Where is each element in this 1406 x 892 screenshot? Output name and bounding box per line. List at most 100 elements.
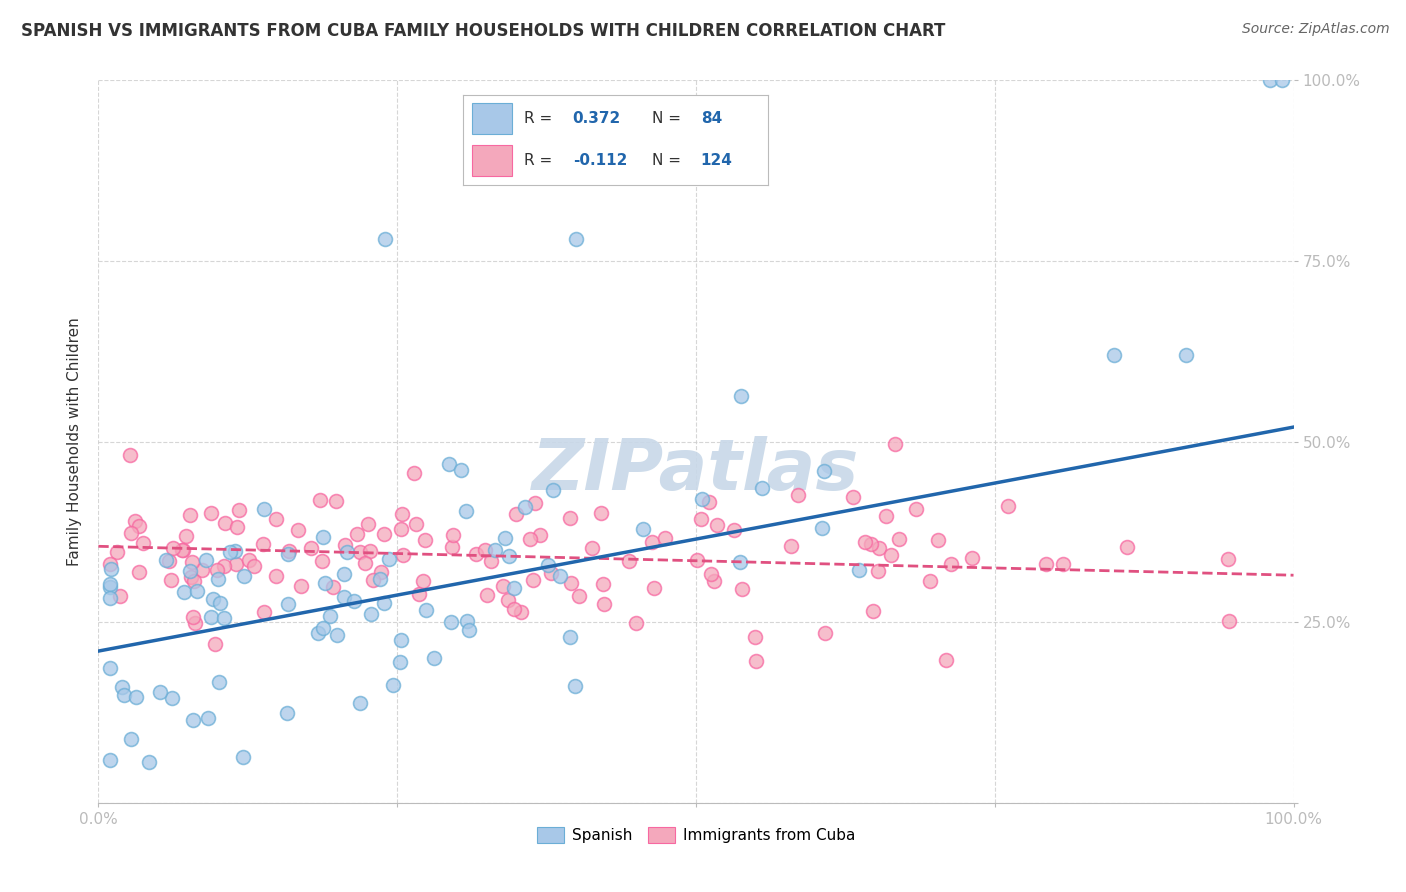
Point: [290, 579, 312, 593]
Point: [252, 501, 274, 516]
Point: [810, 521, 832, 535]
Point: [174, 529, 197, 543]
Point: [342, 593, 364, 607]
Point: [378, 551, 401, 566]
Point: [498, 549, 520, 564]
Point: [853, 535, 876, 549]
Point: [277, 543, 299, 558]
Point: [200, 506, 222, 520]
Point: [522, 573, 544, 587]
Point: [568, 589, 591, 603]
Point: [905, 502, 928, 516]
Point: [349, 545, 371, 559]
Point: [160, 573, 183, 587]
Point: [308, 493, 330, 508]
Point: [439, 458, 461, 472]
Point: [723, 523, 745, 537]
Point: [325, 494, 347, 508]
Point: [287, 524, 309, 538]
Point: [744, 631, 766, 645]
Point: [195, 553, 218, 567]
Point: [889, 533, 911, 547]
Point: [935, 653, 957, 667]
Point: [98, 580, 122, 594]
Point: [565, 232, 588, 246]
Point: [814, 626, 837, 640]
Point: [311, 554, 333, 568]
Point: [100, 562, 122, 576]
Point: [699, 566, 721, 581]
Point: [494, 532, 516, 546]
Point: [408, 587, 430, 601]
Point: [558, 630, 581, 644]
Point: [592, 597, 614, 611]
Point: [112, 688, 135, 702]
Point: [456, 504, 478, 518]
Point: [333, 538, 356, 552]
Point: [311, 530, 333, 544]
Point: [731, 582, 754, 596]
Point: [208, 674, 231, 689]
Point: [120, 731, 142, 746]
Point: [128, 565, 150, 579]
Point: [368, 572, 391, 586]
Point: [212, 611, 235, 625]
Point: [391, 632, 413, 647]
Point: [654, 531, 676, 545]
Point: [299, 541, 322, 555]
Point: [550, 568, 572, 582]
Point: [361, 574, 384, 588]
Point: [524, 496, 547, 510]
Point: [312, 622, 335, 636]
Point: [1052, 557, 1074, 571]
Point: [370, 565, 392, 579]
Point: [128, 519, 150, 533]
Point: [180, 555, 202, 569]
Point: [415, 603, 437, 617]
Point: [207, 573, 229, 587]
Point: [138, 755, 160, 769]
Point: [322, 580, 344, 594]
Point: [880, 548, 903, 562]
Point: [179, 565, 201, 579]
Point: [131, 536, 153, 550]
Point: [474, 543, 496, 558]
Point: [392, 549, 415, 563]
Point: [962, 551, 984, 566]
Point: [373, 527, 395, 541]
Point: [108, 589, 131, 603]
Point: [1258, 73, 1281, 87]
Point: [264, 512, 287, 526]
Point: [181, 610, 204, 624]
Point: [1104, 348, 1126, 362]
Point: [703, 574, 725, 589]
Point: [98, 591, 122, 605]
Point: [1218, 614, 1240, 628]
Point: [465, 547, 488, 561]
Point: [450, 463, 472, 477]
Point: [537, 558, 560, 573]
Point: [157, 554, 180, 568]
Point: [884, 437, 907, 451]
Point: [214, 516, 236, 531]
Point: [643, 581, 665, 595]
Point: [502, 601, 524, 615]
Point: [179, 508, 201, 522]
Point: [918, 574, 941, 589]
Point: [346, 527, 368, 541]
Point: [224, 544, 246, 558]
Point: [197, 711, 219, 725]
Point: [98, 753, 122, 767]
Point: [540, 566, 562, 580]
Point: [357, 517, 380, 532]
Text: ZIPatlas: ZIPatlas: [533, 436, 859, 505]
Point: [481, 554, 503, 568]
Point: [503, 581, 526, 595]
Point: [201, 591, 224, 606]
Point: [631, 523, 654, 537]
Point: [402, 466, 425, 480]
Point: [180, 569, 202, 583]
Point: [626, 616, 648, 631]
Point: [205, 564, 228, 578]
Point: [927, 533, 949, 547]
